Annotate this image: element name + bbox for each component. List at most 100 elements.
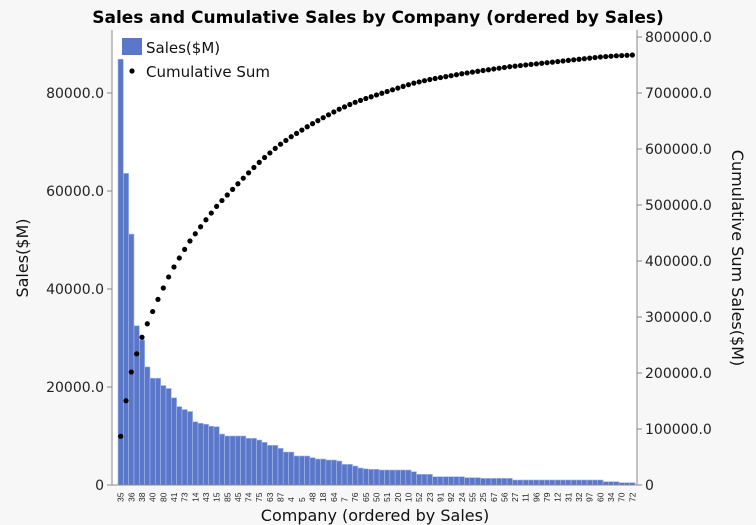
sales-bar [266,445,273,486]
sales-bar [346,464,353,486]
cumulative-point [587,55,593,61]
cumulative-point [603,53,609,60]
y2-tick-label: 400000.0 [645,254,712,270]
cumulative-point [400,83,406,89]
sales-bar [592,479,598,486]
cumulative-point [507,64,513,70]
cumulative-point [288,134,294,140]
cumulative-point [480,67,486,74]
x-tick-label: 10 [403,492,413,502]
sales-bar [192,421,199,486]
y-tick-label: 0 [95,478,104,494]
sales-bar [538,479,545,486]
legend-label-sales: Sales($M) [146,39,220,57]
cumulative-point [283,137,289,144]
cumulative-point [528,61,534,67]
y2-tick-label: 100000.0 [645,422,712,438]
cumulative-point [261,154,268,161]
cumulative-point [427,76,433,83]
sales-bar [570,479,577,486]
cumulative-point [619,52,625,59]
cumulative-point [555,58,561,65]
cumulative-point [192,231,198,237]
legend-swatch-sales [122,38,142,55]
y2-tick-label: 0 [645,478,654,494]
cumulative-point [592,54,598,61]
cumulative-point [272,145,278,152]
y2-tick-label: 500000.0 [645,198,712,214]
sales-bar [325,459,332,486]
cumulative-point [464,70,470,76]
sales-bar [304,455,311,486]
sales-bar [314,458,321,486]
cumulative-point [405,82,412,88]
sales-bar [357,467,364,486]
sales-bar [384,469,391,486]
x-tick-label: 23 [425,492,435,502]
cumulative-point [411,80,417,86]
sales-bar [506,478,513,486]
cumulative-point [203,217,209,223]
x-tick-label: 7 [340,497,350,502]
cumulative-point [432,75,438,82]
sales-bar [581,479,588,486]
cumulative-point [198,224,204,230]
x-tick-label: 65 [361,492,371,502]
cumulative-point [539,60,545,66]
sales-bar [432,476,439,486]
cumulative-point [341,104,348,110]
cumulative-point [219,197,225,204]
cumulative-point [629,52,635,58]
y2-tick-label: 600000.0 [645,142,712,158]
x-tick-label: 11 [521,493,531,502]
sales-bar [186,411,193,486]
sales-bar [378,469,385,486]
cumulative-point [448,73,454,79]
sales-bar [352,465,359,486]
sales-bar [277,448,284,486]
cumulative-point [416,79,422,85]
sales-bar [309,457,316,486]
cumulative-point [517,62,524,69]
x-tick-label: 34 [606,492,616,502]
cumulative-point [352,99,358,105]
x-tick-label: 12 [553,492,563,502]
sales-bar [202,423,209,486]
sales-bar [165,388,172,486]
plot-area [112,30,637,485]
sales-bar [528,479,535,486]
y-tick-label: 80000.0 [46,86,104,102]
cumulative-point [256,159,262,165]
cumulative-point [443,74,449,80]
cumulative-point [187,238,193,244]
x-tick-label: 96 [531,492,541,502]
sales-bar [437,476,444,486]
cumulative-point [166,274,172,280]
cumulative-point [251,164,257,171]
cumulative-point [544,60,550,66]
sales-bar [453,476,460,486]
x-tick-label: 73 [180,492,190,502]
sales-bar [448,476,455,486]
sales-bar [234,435,241,486]
cumulative-point [267,150,273,156]
x-tick-label: 79 [542,492,552,502]
sales-bar [522,479,529,486]
sales-bar [245,438,252,486]
cumulative-point [235,181,241,187]
sales-bar [565,479,572,486]
sales-bar [474,477,481,486]
sales-bar [586,479,593,486]
cumulative-point [624,52,630,58]
sales-bar [171,397,177,486]
x-tick-label: 91 [435,492,445,502]
x-tick-label: 4 [286,497,296,502]
sales-bar [480,478,487,486]
cumulative-point [299,127,305,133]
sales-bar [282,451,289,486]
x-axis-label: Company (ordered by Sales) [261,506,489,525]
x-tick-label: 75 [254,492,264,502]
sales-bar [176,406,183,486]
sales-bar [469,477,476,486]
x-tick-label: 36 [126,492,136,502]
